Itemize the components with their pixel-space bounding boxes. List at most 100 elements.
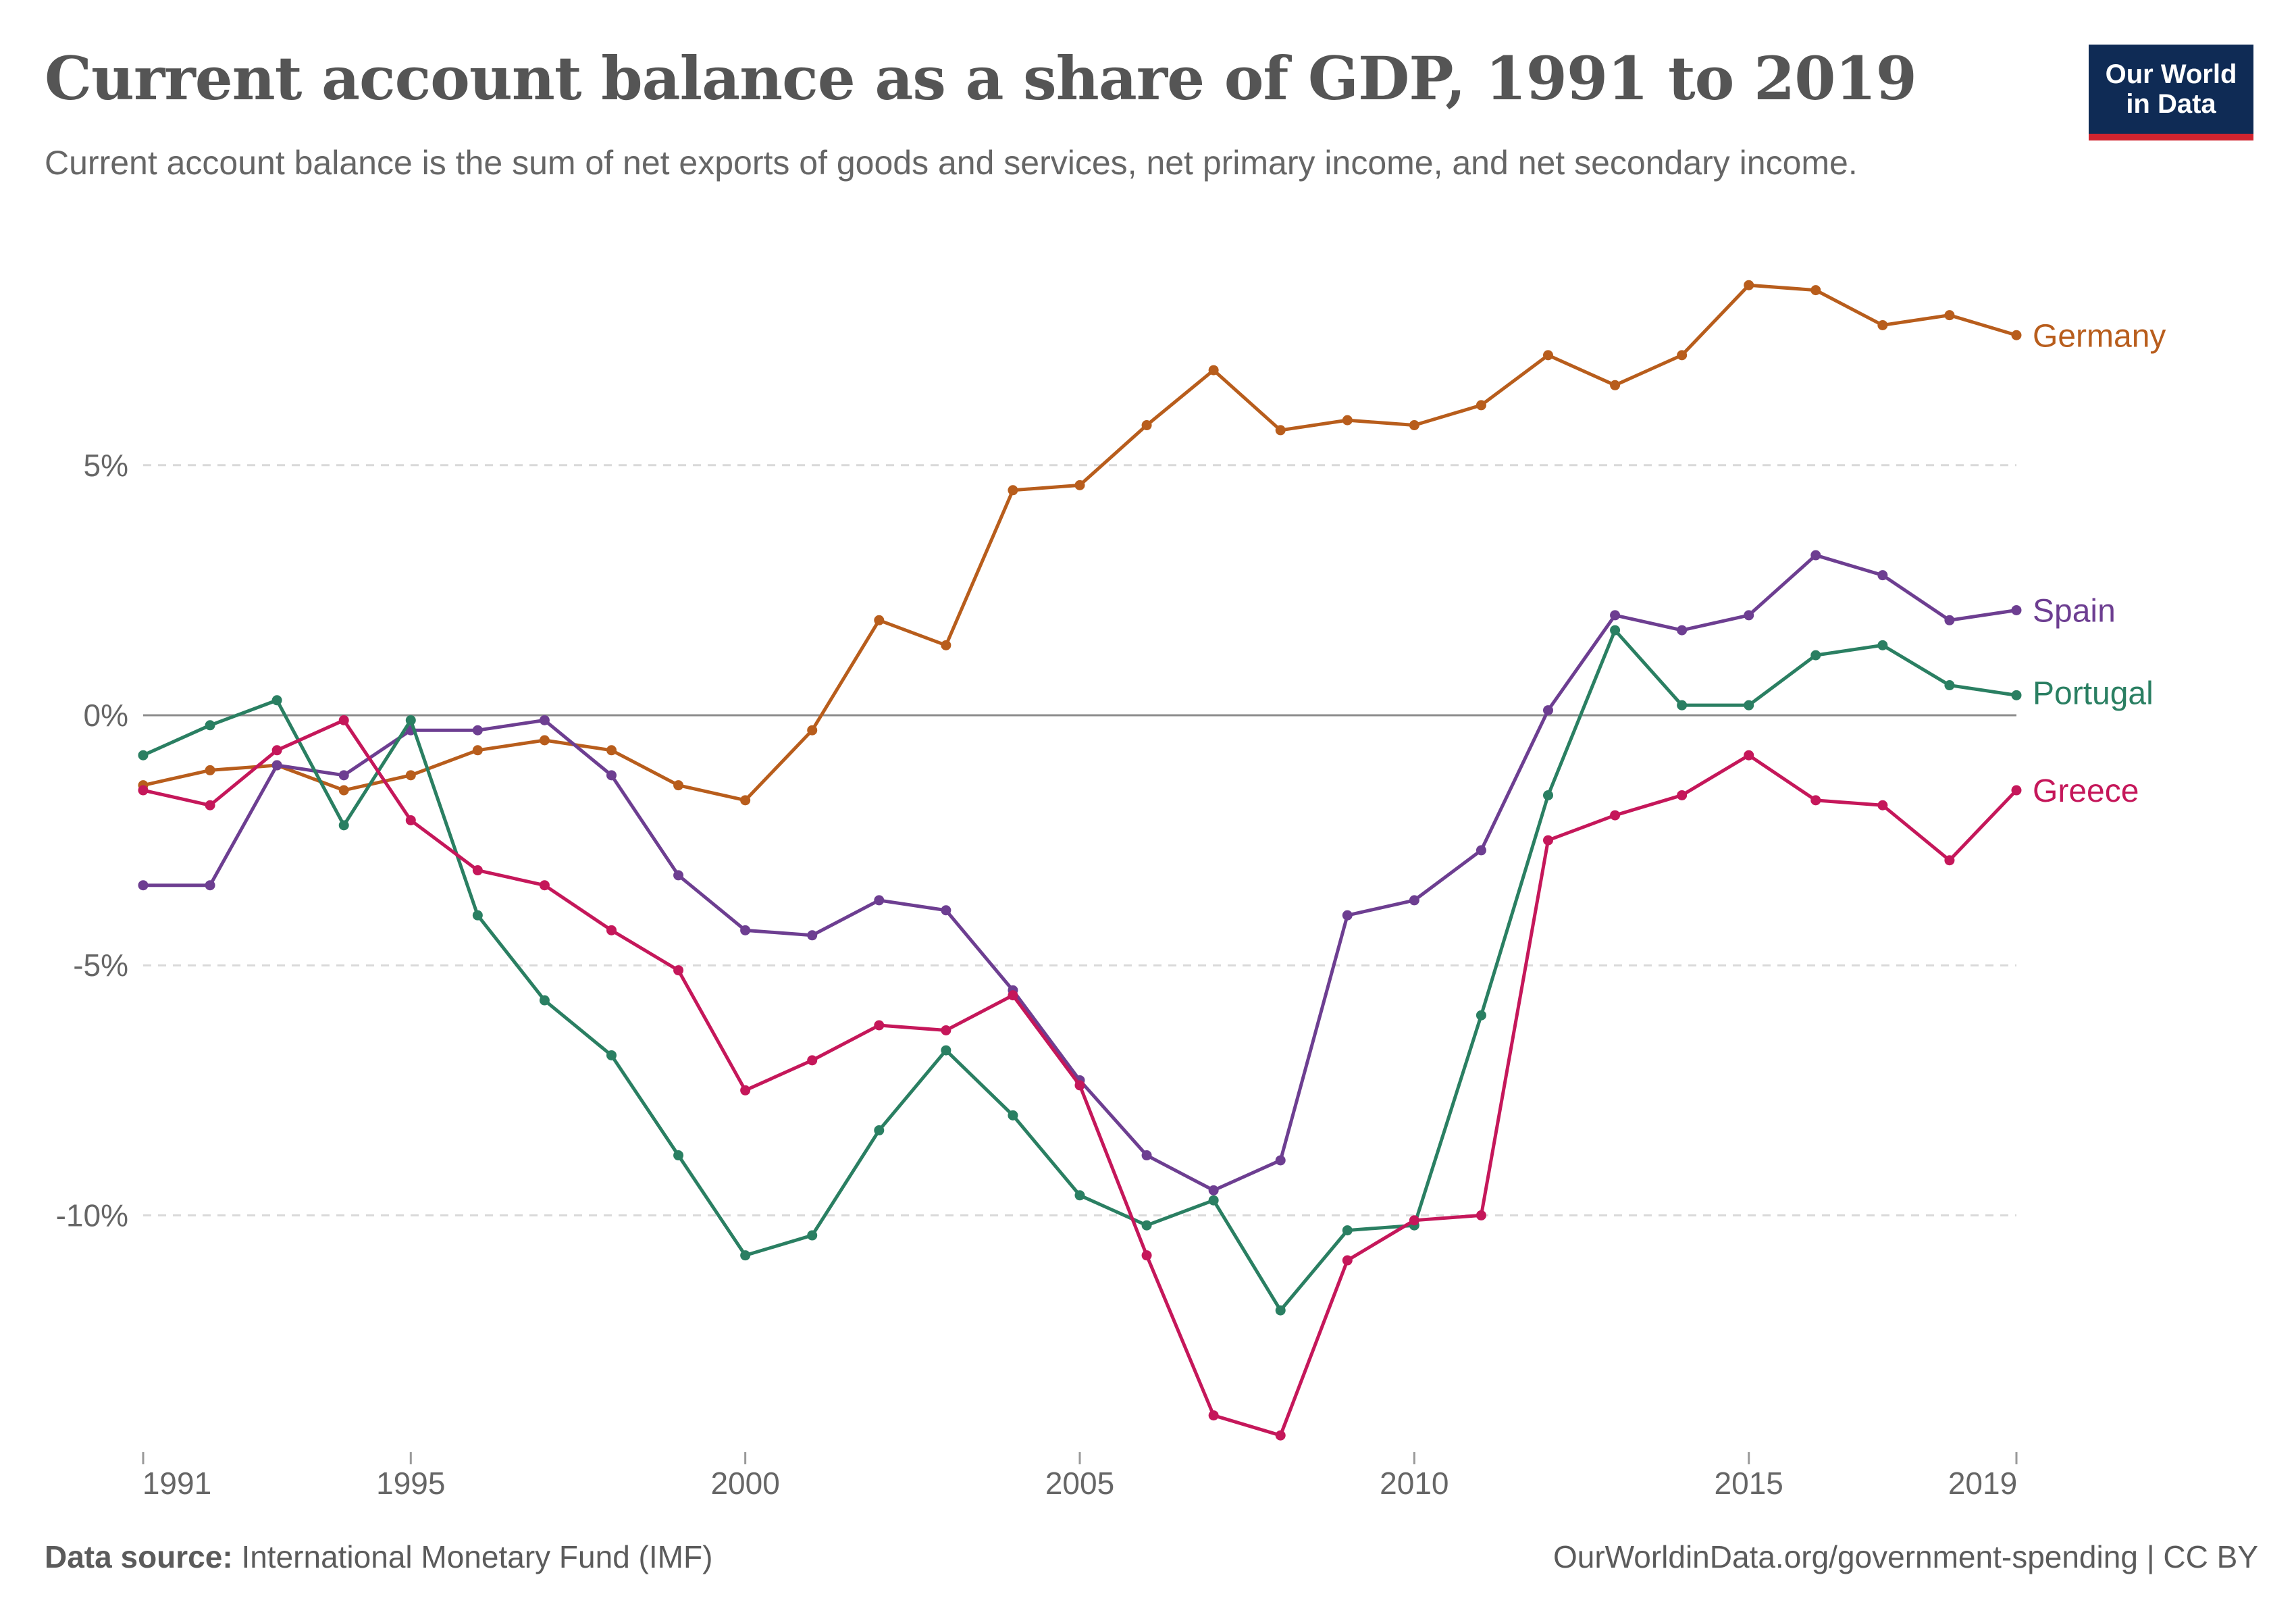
- spain-point[interactable]: [2011, 604, 2022, 615]
- portugal-point[interactable]: [1610, 625, 1621, 636]
- greece-point[interactable]: [2011, 785, 2022, 796]
- germany-point[interactable]: [1074, 480, 1085, 490]
- germany-point[interactable]: [874, 615, 885, 625]
- owid-logo[interactable]: Our World in Data: [2089, 45, 2253, 140]
- greece-point[interactable]: [1008, 990, 1018, 1001]
- portugal-point[interactable]: [138, 750, 149, 761]
- spain-point[interactable]: [807, 930, 818, 941]
- greece-point[interactable]: [1877, 800, 1888, 810]
- portugal-point[interactable]: [205, 720, 215, 731]
- germany-point[interactable]: [338, 785, 349, 796]
- spain-point[interactable]: [606, 770, 617, 781]
- greece-point[interactable]: [941, 1025, 951, 1035]
- spain-point[interactable]: [874, 895, 885, 906]
- portugal-point[interactable]: [1810, 650, 1821, 661]
- greece-point[interactable]: [1944, 855, 1955, 866]
- germany-point[interactable]: [1810, 285, 1821, 296]
- portugal-point[interactable]: [1476, 1010, 1486, 1021]
- germany-point[interactable]: [941, 640, 951, 650]
- spain-point[interactable]: [1141, 1150, 1152, 1161]
- spain-point[interactable]: [205, 880, 215, 891]
- greece-point[interactable]: [539, 880, 550, 891]
- portugal-point[interactable]: [807, 1230, 818, 1241]
- germany-point[interactable]: [1342, 415, 1353, 426]
- germany-point[interactable]: [539, 735, 550, 746]
- spain-point[interactable]: [1543, 705, 1553, 716]
- germany-point[interactable]: [1275, 425, 1286, 436]
- portugal-line[interactable]: [141, 628, 2018, 1312]
- greece-point[interactable]: [405, 815, 416, 825]
- greece-point[interactable]: [807, 1055, 818, 1066]
- greece-point[interactable]: [1342, 1255, 1353, 1266]
- germany-point[interactable]: [1610, 380, 1621, 390]
- germany-point[interactable]: [1409, 420, 1419, 431]
- greece-point[interactable]: [1409, 1215, 1419, 1226]
- germany-point[interactable]: [606, 745, 617, 756]
- series-portugal[interactable]: [138, 625, 2022, 1316]
- portugal-point[interactable]: [740, 1250, 751, 1261]
- portugal-point[interactable]: [539, 995, 550, 1006]
- portugal-point[interactable]: [1141, 1220, 1152, 1231]
- germany-point[interactable]: [1008, 485, 1018, 496]
- germany-point[interactable]: [1141, 420, 1152, 431]
- germany-point[interactable]: [673, 780, 684, 791]
- spain-point[interactable]: [1677, 625, 1688, 636]
- greece-point[interactable]: [1810, 795, 1821, 806]
- greece-point[interactable]: [1610, 810, 1621, 821]
- germany-point[interactable]: [1476, 400, 1486, 411]
- spain-point[interactable]: [1744, 610, 1754, 621]
- greece-point[interactable]: [1141, 1250, 1152, 1261]
- portugal-point[interactable]: [1877, 640, 1888, 650]
- portugal-point[interactable]: [271, 695, 282, 706]
- spain-point[interactable]: [740, 925, 751, 935]
- germany-point[interactable]: [2011, 330, 2022, 340]
- greece-point[interactable]: [1074, 1080, 1085, 1091]
- spain-point[interactable]: [1476, 845, 1486, 856]
- portugal-point[interactable]: [1677, 700, 1688, 711]
- series-germany[interactable]: [138, 280, 2022, 806]
- spain-point[interactable]: [1610, 610, 1621, 621]
- germany-point[interactable]: [472, 745, 483, 756]
- portugal-point[interactable]: [1008, 1110, 1018, 1121]
- greece-point[interactable]: [138, 785, 149, 796]
- greece-point[interactable]: [1677, 790, 1688, 800]
- portugal-point[interactable]: [1944, 680, 1955, 691]
- greece-point[interactable]: [1744, 750, 1754, 761]
- greece-point[interactable]: [1208, 1410, 1219, 1421]
- portugal-point[interactable]: [606, 1050, 617, 1060]
- portugal-point[interactable]: [1543, 790, 1553, 800]
- greece-point[interactable]: [1543, 835, 1553, 846]
- greece-point[interactable]: [1476, 1210, 1486, 1220]
- spain-point[interactable]: [1342, 910, 1353, 921]
- germany-point[interactable]: [1677, 350, 1688, 361]
- spain-point[interactable]: [1409, 895, 1419, 906]
- source-url[interactable]: OurWorldinData.org/government-spending |…: [1553, 1539, 2258, 1575]
- greece-point[interactable]: [606, 925, 617, 935]
- germany-point[interactable]: [205, 765, 215, 775]
- portugal-point[interactable]: [338, 820, 349, 831]
- portugal-point[interactable]: [941, 1045, 951, 1056]
- germany-point[interactable]: [1944, 310, 1955, 321]
- spain-point[interactable]: [1810, 550, 1821, 561]
- germany-point[interactable]: [1877, 319, 1888, 330]
- greece-point[interactable]: [338, 715, 349, 725]
- spain-point[interactable]: [271, 760, 282, 771]
- portugal-point[interactable]: [1342, 1225, 1353, 1236]
- germany-point[interactable]: [405, 770, 416, 781]
- series-spain[interactable]: [138, 550, 2022, 1195]
- spain-line[interactable]: [141, 553, 2018, 1192]
- portugal-point[interactable]: [1074, 1190, 1085, 1201]
- greece-point[interactable]: [205, 800, 215, 810]
- spain-point[interactable]: [472, 725, 483, 736]
- spain-point[interactable]: [338, 770, 349, 781]
- greece-point[interactable]: [673, 965, 684, 976]
- germany-point[interactable]: [740, 795, 751, 806]
- portugal-point[interactable]: [472, 910, 483, 921]
- source-url-link[interactable]: OurWorldinData.org/government-spending: [1553, 1539, 2138, 1574]
- portugal-point[interactable]: [673, 1150, 684, 1161]
- spain-point[interactable]: [673, 870, 684, 881]
- portugal-point[interactable]: [1208, 1195, 1219, 1206]
- greece-point[interactable]: [874, 1020, 885, 1031]
- spain-point[interactable]: [539, 715, 550, 725]
- germany-point[interactable]: [1543, 350, 1553, 361]
